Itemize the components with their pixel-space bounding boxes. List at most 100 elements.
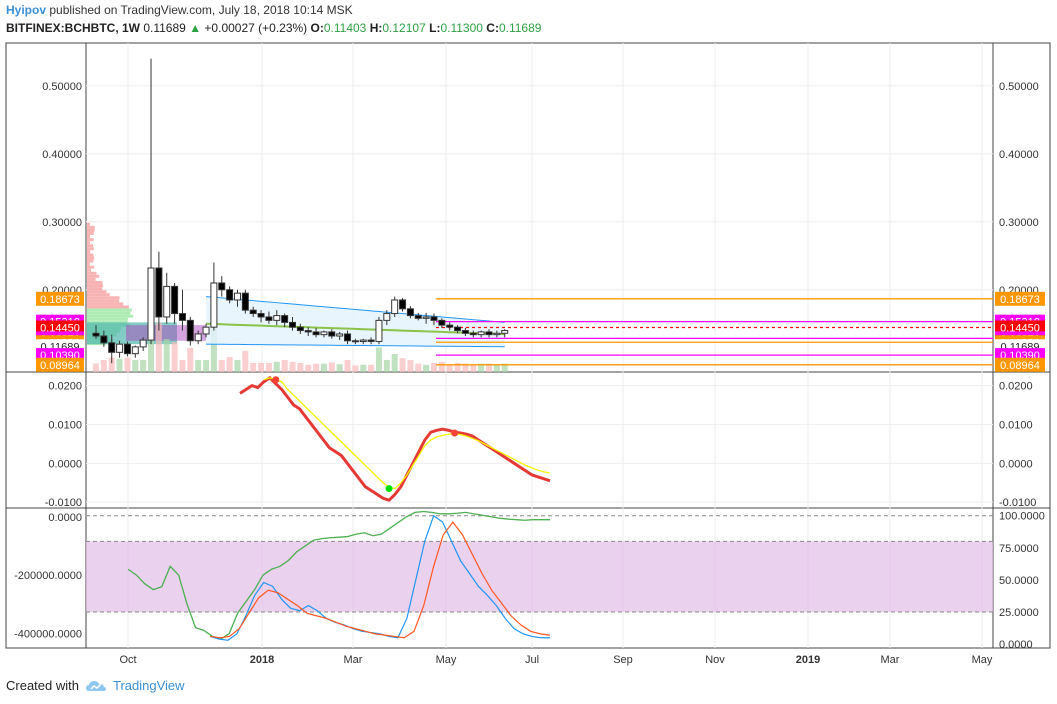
- tradingview-cloud-icon: [85, 679, 107, 693]
- candle-body: [313, 332, 319, 335]
- candle-body: [227, 290, 233, 300]
- volume-profile-bar: [87, 223, 90, 226]
- candle-body: [297, 327, 303, 330]
- candle-body: [187, 320, 193, 340]
- y-tick-label: 0.40000: [999, 149, 1039, 161]
- x-tick-label: 2018: [250, 654, 274, 666]
- volume-bar: [242, 351, 248, 372]
- x-tick-label: Mar: [344, 654, 363, 666]
- volume-profile-bar: [87, 263, 90, 266]
- y-tick-label: 50.0000: [999, 575, 1039, 587]
- candle-body: [360, 340, 366, 341]
- candle-body: [400, 300, 406, 309]
- y-tick-label: 0.0000: [48, 458, 82, 470]
- candle-body: [124, 344, 130, 354]
- volume-profile-bar: [87, 229, 95, 232]
- candle-body: [132, 347, 138, 354]
- x-tick-label: Jul: [525, 654, 539, 666]
- volume-bar: [352, 365, 358, 372]
- candle-body: [305, 331, 311, 332]
- candle-body: [478, 332, 484, 335]
- x-tick-label: May: [436, 654, 457, 666]
- y-tick-label: 0.0200: [48, 381, 82, 393]
- candle-body: [392, 300, 398, 314]
- volume-profile-bar: [87, 226, 95, 229]
- volume-bar: [234, 360, 240, 372]
- candle-body: [140, 340, 146, 347]
- level-label-left: 0.18673: [40, 294, 80, 306]
- signal-dot: [451, 430, 458, 437]
- volume-bar: [321, 364, 327, 372]
- candle-body: [384, 314, 390, 321]
- volume-bar: [93, 364, 99, 372]
- y-tick-label: 0.40000: [42, 149, 82, 161]
- candle-body: [337, 334, 343, 336]
- volume-bar: [337, 364, 343, 372]
- y-tick-label: 0.30000: [999, 217, 1039, 229]
- volume-bar: [415, 364, 421, 372]
- volume-profile-bar: [87, 232, 94, 235]
- level-label-right: 0.18673: [1000, 294, 1040, 306]
- volume-bar: [101, 360, 107, 372]
- volume-profile-bar: [87, 238, 94, 241]
- signal-dot: [386, 485, 393, 492]
- y-tick-label: 0.0000: [999, 639, 1033, 651]
- volume-bar: [124, 358, 130, 372]
- volume-bar: [266, 363, 272, 372]
- candle-body: [242, 293, 248, 310]
- candle-body: [502, 331, 508, 334]
- y-tick-label: 0.0000: [999, 458, 1033, 470]
- footer: Created with TradingView: [6, 678, 185, 693]
- volume-profile-bar: [87, 247, 94, 250]
- volume-profile-bar: [87, 287, 102, 290]
- volume-bar: [290, 362, 296, 372]
- candle-body: [376, 320, 382, 341]
- candle-body: [164, 286, 170, 317]
- candle-body: [195, 334, 201, 341]
- volume-bar: [305, 365, 311, 372]
- candle-body: [156, 268, 162, 317]
- volume-profile-bar: [87, 272, 97, 275]
- x-tick-label: Mar: [881, 654, 900, 666]
- volume-bar: [258, 363, 264, 372]
- candle-body: [117, 344, 123, 352]
- candle-body: [250, 310, 256, 313]
- candle-body: [407, 309, 413, 316]
- candle-body: [415, 316, 421, 319]
- volume-bar: [250, 363, 256, 372]
- tradingview-link[interactable]: TradingView: [113, 678, 185, 693]
- y-tick-label: -200000.0000: [14, 570, 82, 582]
- candle-body: [211, 283, 217, 327]
- candle-body: [172, 286, 178, 313]
- volume-profile-bar: [87, 253, 93, 256]
- candle-body: [439, 320, 445, 325]
- candle-body: [431, 317, 437, 320]
- candle-body: [447, 325, 453, 327]
- candle-body: [486, 332, 492, 335]
- candle-body: [352, 341, 358, 342]
- y-tick-label: 0.30000: [42, 217, 82, 229]
- level-label-right: 0.08964: [1000, 360, 1040, 372]
- y-tick-label: -0.0100: [45, 497, 82, 509]
- y-tick-label: 100.0000: [999, 511, 1045, 523]
- volume-bar: [297, 363, 303, 372]
- volume-profile-bar: [87, 281, 102, 284]
- volume-bar: [227, 357, 233, 372]
- volume-bar: [313, 364, 319, 372]
- volume-bar: [172, 342, 178, 372]
- volume-profile-bar: [87, 250, 90, 253]
- y-tick-label: 25.0000: [999, 607, 1039, 619]
- volume-profile-bar: [87, 275, 99, 278]
- volume-bar: [282, 360, 288, 372]
- volume-profile-bar: [87, 309, 132, 312]
- volume-profile-bar: [87, 299, 119, 302]
- volume-profile-bar: [87, 244, 93, 247]
- candle-body: [470, 333, 476, 334]
- y-tick-label: -0.0100: [999, 497, 1036, 509]
- candle-body: [290, 322, 296, 327]
- candle-body: [345, 334, 351, 341]
- volume-bar: [439, 362, 445, 372]
- candle-body: [93, 333, 99, 336]
- volume-bar: [407, 360, 413, 372]
